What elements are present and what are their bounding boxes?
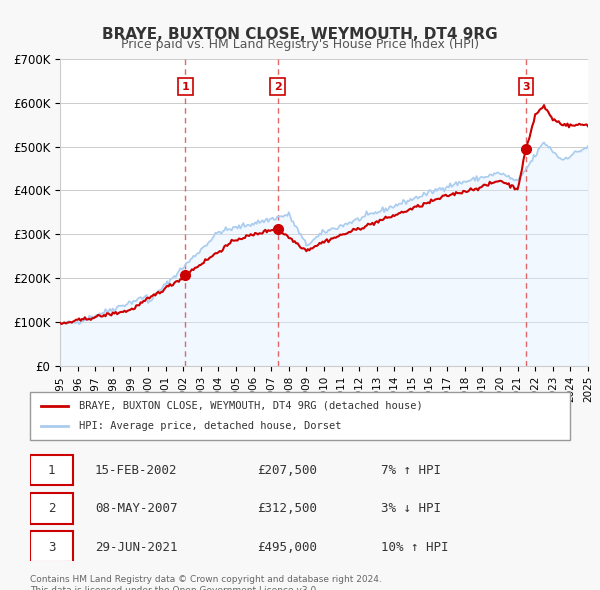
Text: BRAYE, BUXTON CLOSE, WEYMOUTH, DT4 9RG (detached house): BRAYE, BUXTON CLOSE, WEYMOUTH, DT4 9RG (… xyxy=(79,401,422,411)
Text: 2: 2 xyxy=(48,503,55,516)
Text: £207,500: £207,500 xyxy=(257,464,317,477)
Text: 3: 3 xyxy=(48,540,55,553)
Text: 3: 3 xyxy=(523,81,530,91)
Text: 10% ↑ HPI: 10% ↑ HPI xyxy=(381,540,449,553)
Text: BRAYE, BUXTON CLOSE, WEYMOUTH, DT4 9RG: BRAYE, BUXTON CLOSE, WEYMOUTH, DT4 9RG xyxy=(102,27,498,41)
Text: 1: 1 xyxy=(48,464,55,477)
Text: £312,500: £312,500 xyxy=(257,503,317,516)
FancyBboxPatch shape xyxy=(30,493,73,523)
Text: 2: 2 xyxy=(274,81,281,91)
Text: HPI: Average price, detached house, Dorset: HPI: Average price, detached house, Dors… xyxy=(79,421,341,431)
FancyBboxPatch shape xyxy=(30,392,570,440)
Text: 08-MAY-2007: 08-MAY-2007 xyxy=(95,503,178,516)
Text: 7% ↑ HPI: 7% ↑ HPI xyxy=(381,464,441,477)
FancyBboxPatch shape xyxy=(30,532,73,562)
Text: Price paid vs. HM Land Registry's House Price Index (HPI): Price paid vs. HM Land Registry's House … xyxy=(121,38,479,51)
Text: £495,000: £495,000 xyxy=(257,540,317,553)
Text: Contains HM Land Registry data © Crown copyright and database right 2024.
This d: Contains HM Land Registry data © Crown c… xyxy=(30,575,382,590)
Text: 29-JUN-2021: 29-JUN-2021 xyxy=(95,540,178,553)
FancyBboxPatch shape xyxy=(30,455,73,486)
Text: 1: 1 xyxy=(181,81,189,91)
Text: 15-FEB-2002: 15-FEB-2002 xyxy=(95,464,178,477)
Text: 3% ↓ HPI: 3% ↓ HPI xyxy=(381,503,441,516)
